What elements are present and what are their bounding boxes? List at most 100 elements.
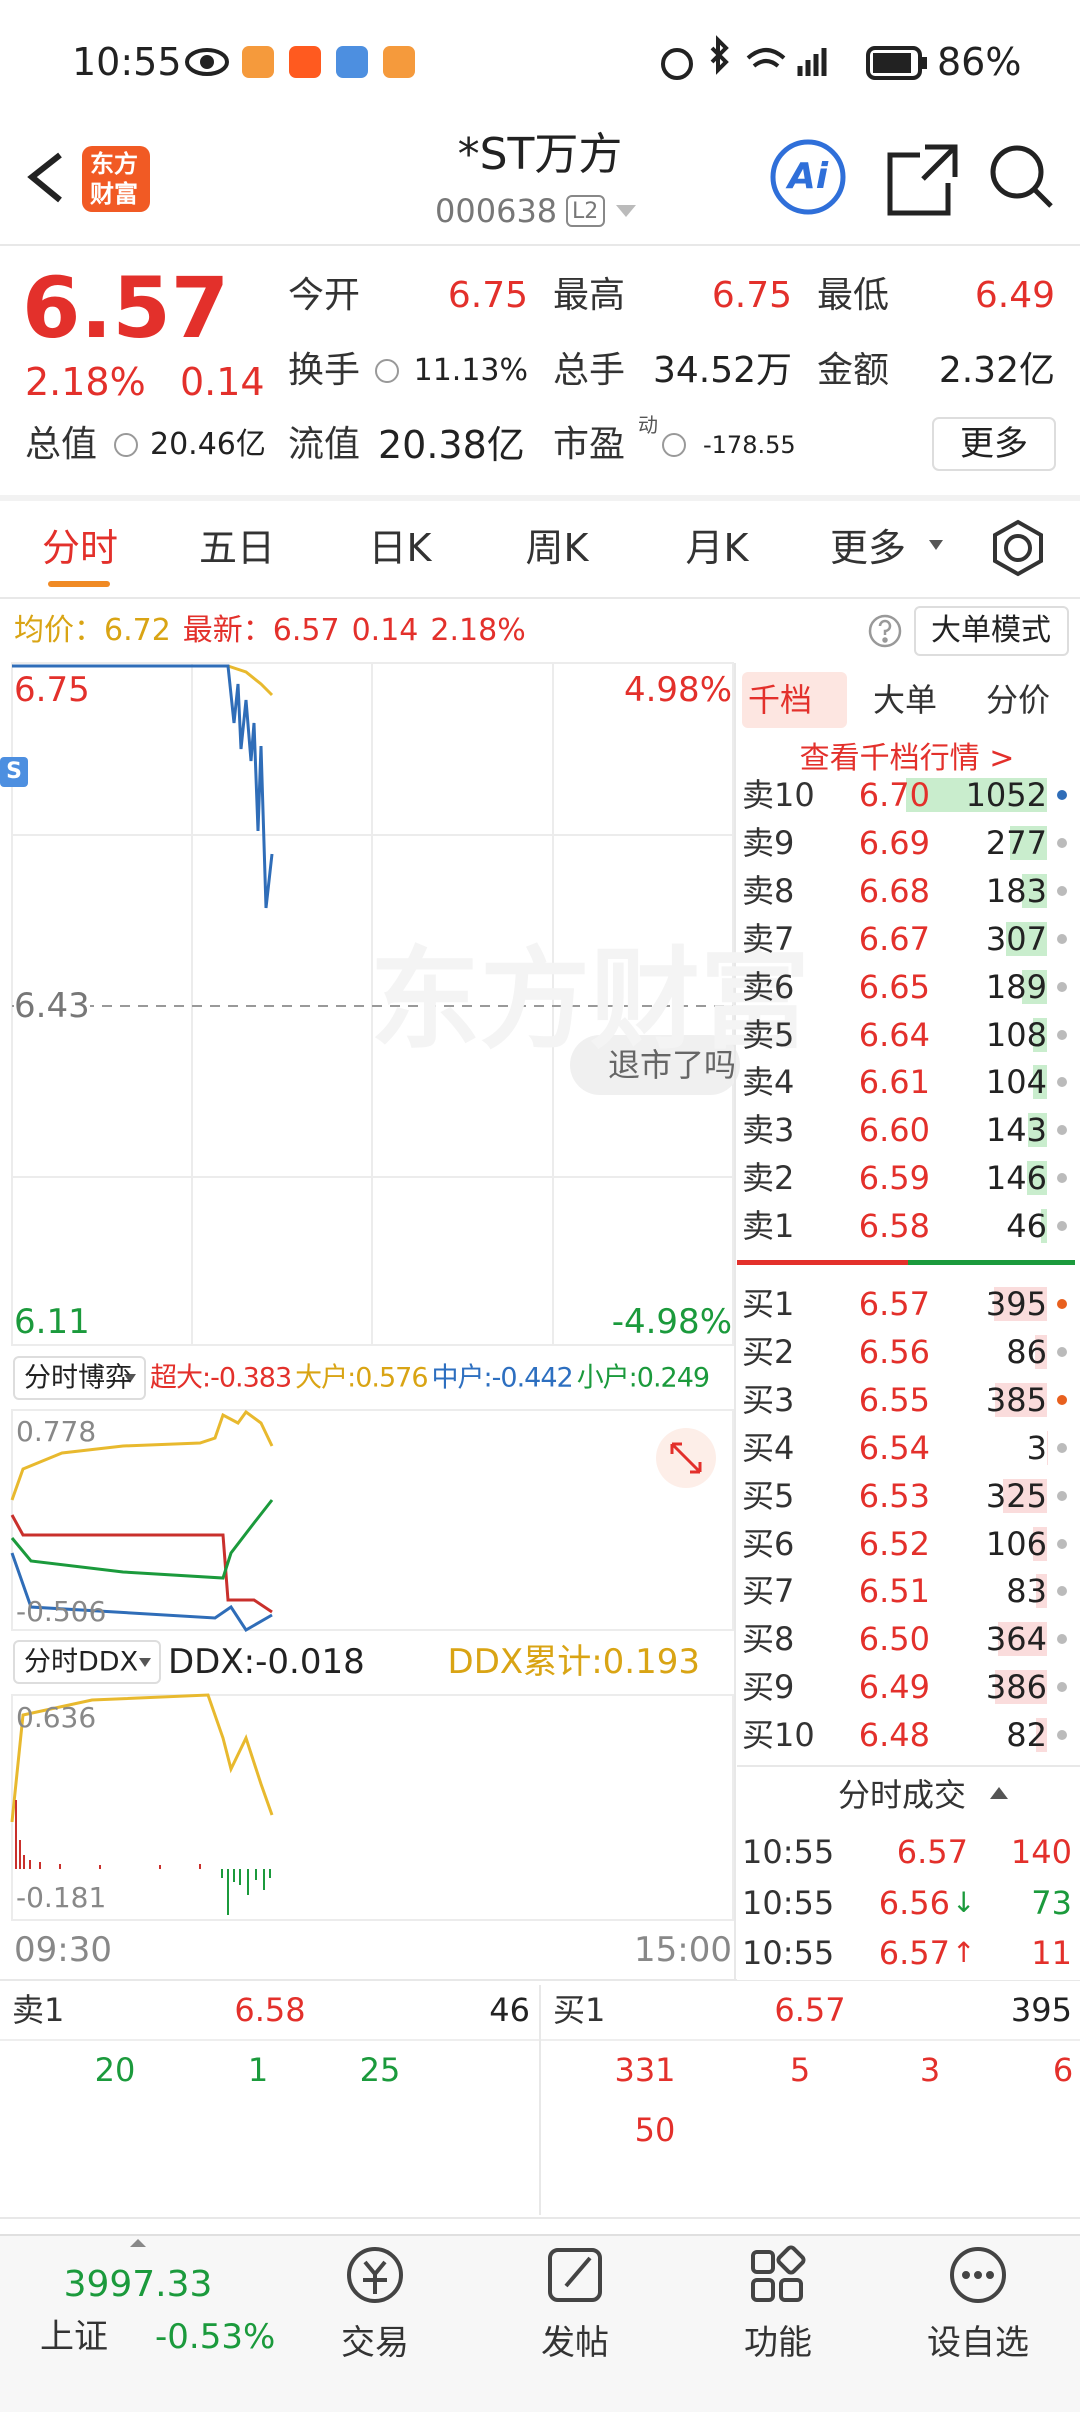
- book-divider: [737, 1260, 908, 1265]
- selector-box[interactable]: [13, 1356, 146, 1400]
- trade-volume: 11: [1031, 1934, 1072, 1972]
- index-name[interactable]: 上证: [40, 2317, 108, 2357]
- row-volume: 189: [985, 967, 1047, 1006]
- row-price: 6.55: [858, 1380, 930, 1419]
- high-label: 6.75: [14, 670, 90, 710]
- tab[interactable]: 更多: [829, 526, 907, 570]
- info-line: 均价： 6.72 最新： 6.57 0.14 2.18%: [14, 616, 526, 646]
- mode-button[interactable]: [914, 606, 1069, 656]
- stat-label: 市盈: [553, 424, 626, 465]
- depth-volume: 395: [1010, 1991, 1072, 2029]
- row-dot: [1057, 1346, 1067, 1357]
- mode-label[interactable]: 大单模式: [931, 613, 1051, 648]
- index-value[interactable]: 3997.33: [63, 2264, 213, 2305]
- ai-label[interactable]: Ai: [787, 156, 829, 197]
- tab[interactable]: 周K: [525, 526, 589, 570]
- row-label: 卖9: [742, 823, 795, 862]
- help-icon[interactable]: [868, 614, 902, 648]
- expand-arrows[interactable]: [670, 1442, 702, 1474]
- book-tab[interactable]: 千档: [747, 681, 813, 719]
- level: L2: [572, 199, 599, 224]
- row-volume: 108: [985, 1015, 1047, 1054]
- row-dot: [1057, 1490, 1067, 1501]
- row-dot: [1057, 1394, 1067, 1405]
- settings-icon[interactable]: [993, 519, 1043, 577]
- volume-bar: [1032, 1526, 1047, 1561]
- bid-order: 331: [614, 2051, 676, 2089]
- more-button[interactable]: [932, 417, 1056, 471]
- ai-icon[interactable]: [770, 139, 846, 215]
- row-label: 卖7: [742, 919, 795, 958]
- trade-time: 10:55: [742, 1833, 835, 1871]
- search-icon[interactable]: [990, 145, 1053, 208]
- info-icon[interactable]: [375, 359, 399, 383]
- row-dot: [1057, 1077, 1067, 1088]
- row-label: 买4: [742, 1428, 795, 1467]
- selector[interactable]: 分时DDX: [24, 1646, 139, 1678]
- info-icon[interactable]: [662, 433, 686, 457]
- stat-value: 11.13%: [413, 353, 528, 388]
- info-icon[interactable]: [114, 433, 138, 457]
- status-icons: [185, 35, 927, 80]
- marker[interactable]: [0, 757, 28, 787]
- back-icon[interactable]: [27, 152, 62, 203]
- stat-value: -178.55: [703, 431, 796, 459]
- row-price: 6.52: [858, 1524, 930, 1563]
- row-volume: 104: [985, 1063, 1047, 1102]
- selector[interactable]: 分时博弈: [24, 1362, 132, 1394]
- stock-code: 000638: [435, 192, 558, 230]
- selector-dropdown[interactable]: [124, 1374, 136, 1383]
- row-dot: [1057, 1682, 1067, 1693]
- row-dot: [1057, 1221, 1067, 1232]
- nav-item[interactable]: 设自选: [927, 2323, 1029, 2363]
- row-label: 买6: [742, 1524, 795, 1563]
- row-dot: [1057, 1125, 1067, 1136]
- share-icon[interactable]: [887, 144, 958, 216]
- book-tab[interactable]: 分价: [985, 681, 1051, 719]
- tab-dropdown[interactable]: [929, 540, 943, 550]
- selector-dropdown[interactable]: [139, 1658, 151, 1667]
- row-label: 卖3: [742, 1111, 795, 1150]
- tab[interactable]: 月K: [685, 526, 749, 570]
- row-label: 买5: [742, 1476, 795, 1515]
- tab[interactable]: 分时: [41, 526, 119, 570]
- nav-item[interactable]: 功能: [744, 2323, 812, 2363]
- trades-title[interactable]: 分时成交: [837, 1776, 967, 1814]
- row-label: 卖6: [742, 967, 795, 1006]
- nav-item[interactable]: 发帖: [541, 2323, 609, 2363]
- nav-item[interactable]: 交易: [341, 2323, 409, 2363]
- logo-text: 东方: [90, 150, 138, 178]
- row-price: 6.57: [858, 1285, 930, 1323]
- volume-bar: [1040, 1209, 1047, 1244]
- row-label: 买7: [742, 1572, 795, 1611]
- tab[interactable]: 日K: [368, 526, 432, 570]
- row-price: 6.49: [858, 1668, 930, 1707]
- selector-box[interactable]: [13, 1640, 161, 1684]
- row-label: 卖1: [742, 1207, 795, 1246]
- book-tab[interactable]: 大单: [872, 681, 938, 719]
- high-pct: 4.98%: [623, 670, 732, 710]
- time-start: 09:30: [14, 1930, 112, 1970]
- row-label: 买2: [742, 1332, 795, 1371]
- row-volume: 86: [1006, 1332, 1047, 1371]
- avg-line: [227, 664, 274, 697]
- stat-value: 2.32亿: [938, 350, 1055, 391]
- index-caret[interactable]: [130, 2239, 146, 2247]
- bubble-text[interactable]: 退市了吗: [608, 1046, 735, 1084]
- bubble[interactable]: [570, 1035, 740, 1095]
- book-link[interactable]: 查看千档行情 >: [799, 741, 1015, 776]
- game-frame: [11, 1409, 734, 1631]
- nav-icons[interactable]: [347, 2245, 1006, 2303]
- code-dropdown[interactable]: [616, 205, 636, 217]
- row-price: 6.48: [858, 1716, 930, 1755]
- tab[interactable]: 五日: [198, 526, 276, 570]
- marker-text[interactable]: S: [6, 759, 22, 784]
- row-volume: 146: [985, 1159, 1047, 1198]
- change: 0.14: [180, 360, 265, 404]
- trade-price: 6.57: [878, 1934, 950, 1972]
- index-change[interactable]: -0.53%: [155, 2317, 276, 2357]
- trade-volume: 73: [1031, 1884, 1072, 1922]
- row-volume: 325: [985, 1476, 1047, 1515]
- more-button-label[interactable]: 更多: [960, 424, 1028, 464]
